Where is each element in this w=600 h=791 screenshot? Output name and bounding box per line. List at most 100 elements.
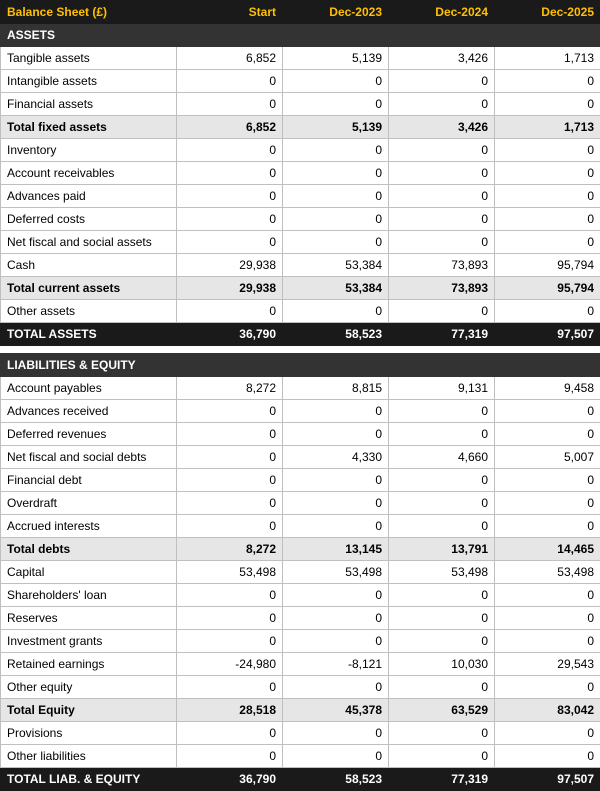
data-row: Advances received0000 (1, 400, 600, 423)
value-cell: 0 (283, 185, 389, 208)
value-cell: 0 (389, 515, 495, 538)
value-cell: 0 (389, 745, 495, 768)
value-cell: 0 (389, 630, 495, 653)
value-cell: 95,794 (495, 254, 600, 277)
label-cell: Tangible assets (1, 47, 177, 70)
data-row: Provisions0000 (1, 722, 600, 745)
data-row: Net fiscal and social debts04,3304,6605,… (1, 446, 600, 469)
data-row: Overdraft0000 (1, 492, 600, 515)
data-row: Capital53,49853,49853,49853,498 (1, 561, 600, 584)
value-cell: 0 (389, 70, 495, 93)
label-cell: Cash (1, 254, 177, 277)
data-row: Investment grants0000 (1, 630, 600, 653)
label-cell: Total current assets (1, 277, 177, 300)
section-heading-row: ASSETS (1, 24, 600, 47)
value-cell: 0 (389, 423, 495, 446)
value-cell: 0 (495, 584, 600, 607)
label-cell: Other liabilities (1, 745, 177, 768)
value-cell: 0 (177, 423, 283, 446)
data-row: Account payables8,2728,8159,1319,458 (1, 377, 600, 400)
value-cell: 0 (495, 231, 600, 254)
value-cell: 0 (177, 722, 283, 745)
value-cell: 0 (389, 185, 495, 208)
data-row: Other equity0000 (1, 676, 600, 699)
value-cell: 0 (177, 469, 283, 492)
value-cell: 63,529 (389, 699, 495, 722)
value-cell: 0 (495, 185, 600, 208)
label-cell: ASSETS (1, 24, 600, 47)
data-row: Advances paid0000 (1, 185, 600, 208)
balance-sheet-table: Balance Sheet (£)StartDec-2023Dec-2024De… (0, 0, 600, 791)
value-cell: 0 (177, 70, 283, 93)
subtotal-row: Total fixed assets6,8525,1393,4261,713 (1, 116, 600, 139)
value-cell: 0 (389, 676, 495, 699)
value-cell: 0 (495, 139, 600, 162)
value-cell: 14,465 (495, 538, 600, 561)
value-cell: 0 (389, 469, 495, 492)
value-cell: 0 (177, 446, 283, 469)
value-cell: 8,815 (283, 377, 389, 400)
label-cell: LIABILITIES & EQUITY (1, 354, 600, 377)
value-cell: 3,426 (389, 116, 495, 139)
value-cell: 29,938 (177, 254, 283, 277)
label-cell: Accrued interests (1, 515, 177, 538)
value-cell: 5,007 (495, 446, 600, 469)
label-cell: Capital (1, 561, 177, 584)
label-cell: Advances received (1, 400, 177, 423)
label-cell: Financial assets (1, 93, 177, 116)
value-cell: 6,852 (177, 47, 283, 70)
data-row: Financial assets0000 (1, 93, 600, 116)
value-cell: 13,791 (389, 538, 495, 561)
label-cell: Total debts (1, 538, 177, 561)
subtotal-row: Total current assets29,93853,38473,89395… (1, 277, 600, 300)
data-row: Deferred costs0000 (1, 208, 600, 231)
value-cell: 97,507 (495, 323, 600, 346)
value-cell: 0 (389, 139, 495, 162)
label-cell: Balance Sheet (£) (1, 1, 177, 24)
value-cell: 0 (389, 492, 495, 515)
value-cell: 6,852 (177, 116, 283, 139)
label-cell: Intangible assets (1, 70, 177, 93)
value-cell: 0 (283, 676, 389, 699)
subtotal-row: Total debts8,27213,14513,79114,465 (1, 538, 600, 561)
value-cell: 0 (495, 423, 600, 446)
label-cell: Other equity (1, 676, 177, 699)
value-cell: 0 (283, 469, 389, 492)
value-cell: 0 (495, 676, 600, 699)
value-cell: -24,980 (177, 653, 283, 676)
value-cell: 0 (283, 423, 389, 446)
data-row: Tangible assets6,8525,1393,4261,713 (1, 47, 600, 70)
value-cell: Dec-2024 (389, 1, 495, 24)
value-cell: 0 (283, 231, 389, 254)
value-cell: 0 (177, 93, 283, 116)
value-cell: 13,145 (283, 538, 389, 561)
value-cell: 53,384 (283, 254, 389, 277)
label-cell: Total Equity (1, 699, 177, 722)
header-row: Balance Sheet (£)StartDec-2023Dec-2024De… (1, 1, 600, 24)
data-row: Retained earnings-24,980-8,12110,03029,5… (1, 653, 600, 676)
value-cell: 1,713 (495, 47, 600, 70)
label-cell: TOTAL LIAB. & EQUITY (1, 768, 177, 791)
value-cell: 5,139 (283, 47, 389, 70)
value-cell: 0 (177, 630, 283, 653)
label-cell: Reserves (1, 607, 177, 630)
value-cell: 53,498 (283, 561, 389, 584)
label-cell: Total fixed assets (1, 116, 177, 139)
label-cell: Deferred costs (1, 208, 177, 231)
label-cell: Financial debt (1, 469, 177, 492)
value-cell: 58,523 (283, 323, 389, 346)
value-cell: 0 (177, 584, 283, 607)
value-cell: 0 (177, 139, 283, 162)
value-cell: 28,518 (177, 699, 283, 722)
value-cell: 77,319 (389, 768, 495, 791)
value-cell: 0 (177, 745, 283, 768)
value-cell: 95,794 (495, 277, 600, 300)
label-cell: Provisions (1, 722, 177, 745)
value-cell: 0 (283, 300, 389, 323)
value-cell: 10,030 (389, 653, 495, 676)
value-cell: 53,384 (283, 277, 389, 300)
value-cell: 29,543 (495, 653, 600, 676)
value-cell: 0 (177, 185, 283, 208)
value-cell: 0 (495, 630, 600, 653)
label-cell: Overdraft (1, 492, 177, 515)
